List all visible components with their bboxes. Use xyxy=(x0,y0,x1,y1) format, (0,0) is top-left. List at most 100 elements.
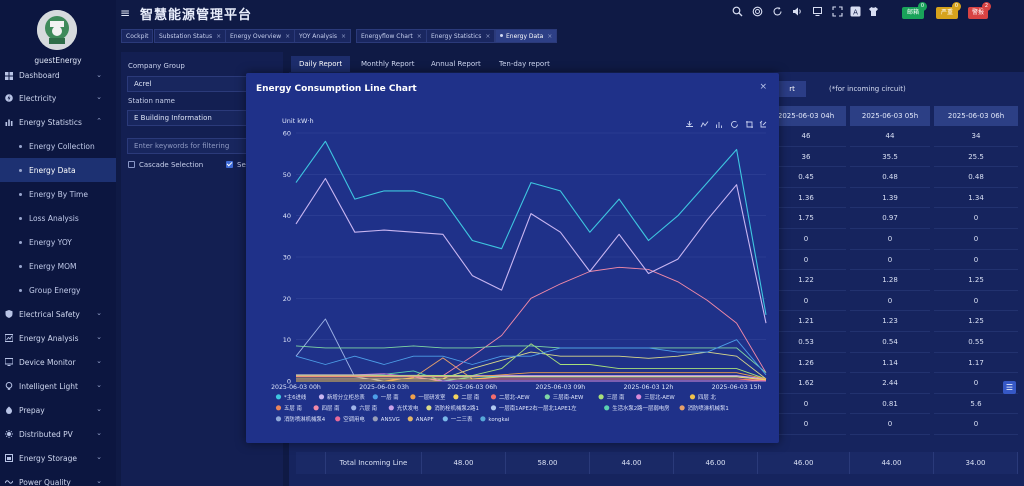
tab-substation-status[interactable]: Substation Status × xyxy=(154,29,227,43)
sidebar-item-loss-analysis[interactable]: Loss Analysis xyxy=(0,206,116,230)
export-button[interactable]: rt xyxy=(778,81,806,97)
company-group-select[interactable]: Acrel xyxy=(127,76,277,92)
sidebar-item-electrical-safety[interactable]: Electrical Safety ⌄ xyxy=(0,302,116,326)
legend-marker[interactable] xyxy=(410,394,416,400)
legend-marker[interactable] xyxy=(426,405,432,411)
sidebar-item-dashboard[interactable]: Dashboard ⌄ xyxy=(0,64,116,86)
support-icon[interactable] xyxy=(752,6,763,17)
sidebar-item-energy-analysis[interactable]: Energy Analysis ⌄ xyxy=(0,326,116,350)
keyword-filter-input[interactable]: Enter keywords for filtering xyxy=(127,138,277,154)
station-name-select[interactable]: E Building Information xyxy=(127,110,277,126)
tab-close-icon[interactable]: × xyxy=(216,33,222,40)
close-icon[interactable]: × xyxy=(759,82,767,92)
sidebar-item-distributed-pv[interactable]: Distributed PV ⌄ xyxy=(0,422,116,446)
tab-close-icon[interactable]: × xyxy=(341,33,347,40)
series-line-6[interactable] xyxy=(295,345,767,374)
cascade-selection[interactable]: Cascade Selection Se xyxy=(128,161,278,169)
legend-marker[interactable] xyxy=(636,394,642,400)
cascade-checkbox[interactable] xyxy=(128,161,135,168)
avatar[interactable] xyxy=(37,10,77,50)
sidebar-item-intelligent-light[interactable]: Intelligent Light ⌄ xyxy=(0,374,116,398)
language-icon[interactable]: A xyxy=(850,6,861,17)
sidebar-item-energy-data[interactable]: Energy Data xyxy=(0,158,116,182)
legend-marker[interactable] xyxy=(544,394,550,400)
hamburger-menu-icon[interactable]: ≡ xyxy=(120,6,131,20)
series-line-8[interactable] xyxy=(296,373,766,382)
screen-switch-icon[interactable] xyxy=(812,6,823,17)
series-line-3[interactable] xyxy=(296,372,767,380)
download-icon[interactable] xyxy=(686,121,693,127)
header-alert-button-0[interactable]: 邮箱 0 xyxy=(902,2,927,19)
sidebar-item-device-monitor[interactable]: Device Monitor ⌄ xyxy=(0,350,116,374)
tab-close-icon[interactable]: × xyxy=(485,33,491,40)
tab-close-icon[interactable]: × xyxy=(416,33,422,40)
sidebar-item-prepay[interactable]: Prepay ⌄ xyxy=(0,398,116,422)
legend-marker[interactable] xyxy=(275,416,282,422)
report-tab-annual-report[interactable]: Annual Report xyxy=(431,60,481,68)
legend-marker[interactable] xyxy=(407,416,413,422)
legend-marker[interactable] xyxy=(351,405,357,411)
sidebar-item-energy-by-time[interactable]: Energy By Time xyxy=(0,182,116,206)
tab-energyflow-chart[interactable]: Energyflow Chart × xyxy=(356,29,427,43)
report-tab-monthly-report[interactable]: Monthly Report xyxy=(361,60,415,68)
legend-marker[interactable] xyxy=(372,394,378,400)
legend-marker[interactable] xyxy=(679,405,685,411)
report-tab-daily-report[interactable]: Daily Report xyxy=(291,56,351,72)
sound-icon[interactable] xyxy=(792,6,803,17)
tab-cockpit[interactable]: Cockpit xyxy=(121,29,154,43)
series-line-11[interactable] xyxy=(296,266,767,377)
legend-marker[interactable] xyxy=(318,394,325,400)
report-tab-ten-day-report[interactable]: Ten-day report xyxy=(499,60,550,68)
legend-marker[interactable] xyxy=(490,405,497,411)
legend-marker[interactable] xyxy=(335,416,341,422)
tab-energy-data[interactable]: Energy Data × xyxy=(495,29,558,43)
company-group-label: Company Group xyxy=(128,62,185,70)
sidebar-item-energy-mom[interactable]: Energy MOM xyxy=(0,254,116,278)
tab-energy-overview[interactable]: Energy Overview × xyxy=(225,29,296,43)
series-line-0[interactable] xyxy=(295,140,767,315)
series-line-1[interactable] xyxy=(295,177,767,324)
legend-marker[interactable] xyxy=(480,416,486,422)
sidebar-item-energy-storage[interactable]: Energy Storage ⌄ xyxy=(0,446,116,470)
sidebar-item-energy-yoy[interactable]: Energy YOY xyxy=(0,230,116,254)
tab-close-icon[interactable]: × xyxy=(285,33,291,40)
series-line-2[interactable] xyxy=(295,339,767,376)
sidebar-item-energy-statistics[interactable]: Energy Statistics ⌃ xyxy=(0,110,116,134)
fullscreen-icon[interactable] xyxy=(832,6,843,17)
tab-yoy-analysis[interactable]: YOY Analysis × xyxy=(294,29,352,43)
sidebar-item-energy-collection[interactable]: Energy Collection xyxy=(0,134,116,158)
legend-marker[interactable] xyxy=(604,405,610,411)
settings-float-icon[interactable]: ☰ xyxy=(1003,381,1016,394)
search-icon[interactable] xyxy=(732,6,743,17)
legend-marker[interactable] xyxy=(388,405,394,411)
legend-marker[interactable] xyxy=(442,416,448,422)
legend-marker[interactable] xyxy=(598,394,604,400)
series-line-17[interactable] xyxy=(296,357,767,382)
header-alert-button-1[interactable]: 严重 0 xyxy=(936,2,961,19)
select-all-label: Se xyxy=(237,161,246,169)
legend-marker[interactable] xyxy=(313,405,319,411)
series-line-12[interactable] xyxy=(295,318,766,382)
theme-shirt-icon[interactable] xyxy=(868,6,879,17)
tab-energy-statistics[interactable]: Energy Statistics × xyxy=(426,29,496,43)
legend-marker[interactable] xyxy=(275,394,282,400)
zoom-reset-icon[interactable] xyxy=(759,120,767,128)
legend-marker[interactable] xyxy=(453,394,459,400)
legend-marker[interactable] xyxy=(689,394,696,400)
bar-switch-icon[interactable] xyxy=(716,122,722,128)
restore-icon[interactable] xyxy=(731,121,738,128)
line-switch-icon[interactable] xyxy=(700,121,709,128)
header-alert-button-2[interactable]: 警报 2 xyxy=(968,2,991,19)
refresh-icon[interactable] xyxy=(772,6,783,17)
legend-marker[interactable] xyxy=(490,394,497,400)
legend-marker[interactable] xyxy=(275,405,282,411)
series-line-7[interactable] xyxy=(296,343,767,380)
sidebar-item-electricity[interactable]: Electricity ⌄ xyxy=(0,86,116,110)
sidebar-item-group-energy[interactable]: Group Energy xyxy=(0,278,116,302)
sidebar-item-power-quality[interactable]: Power Quality ⌄ xyxy=(0,470,116,486)
zoom-icon[interactable] xyxy=(746,121,753,128)
series-line-4[interactable] xyxy=(296,376,767,381)
legend-marker[interactable] xyxy=(372,416,378,422)
select-all-checkbox[interactable] xyxy=(226,161,233,168)
tab-close-icon[interactable]: × xyxy=(547,33,553,40)
